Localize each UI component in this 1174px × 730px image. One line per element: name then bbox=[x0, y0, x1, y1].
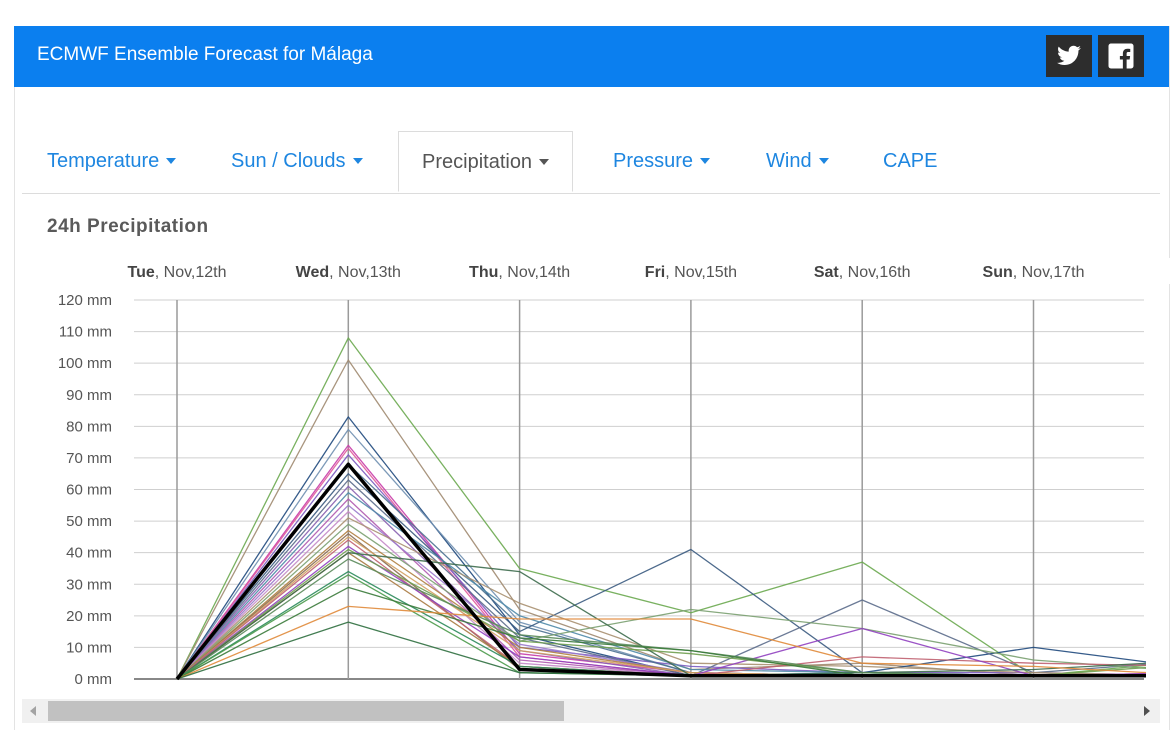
forecast-panel bbox=[14, 26, 1170, 730]
tab-precipitation[interactable]: Precipitation bbox=[398, 131, 574, 192]
y-tick-label: 120 mm bbox=[58, 292, 112, 309]
x-tick-label: Fri, Nov,15th bbox=[645, 264, 737, 281]
y-tick-label: 50 mm bbox=[66, 513, 112, 530]
chevron-down-icon bbox=[700, 157, 711, 164]
y-tick-label: 100 mm bbox=[58, 355, 112, 372]
horizontal-scrollbar[interactable] bbox=[22, 699, 1160, 723]
series-line bbox=[176, 444, 1146, 680]
facebook-icon bbox=[1108, 43, 1134, 69]
y-tick-label: 60 mm bbox=[66, 482, 112, 499]
tab-sun-clouds[interactable]: Sun / Clouds bbox=[231, 131, 363, 192]
chevron-down-icon bbox=[166, 157, 177, 164]
chart-title: 24h Precipitation bbox=[47, 216, 209, 237]
y-tick-label: 40 mm bbox=[66, 545, 112, 562]
twitter-icon bbox=[1057, 45, 1081, 65]
series-line bbox=[176, 454, 1146, 680]
y-tick-label: 110 mm bbox=[59, 324, 112, 341]
scroll-right-icon[interactable] bbox=[1144, 706, 1150, 716]
series-line bbox=[175, 462, 1146, 681]
tab-label: CAPE bbox=[883, 150, 938, 172]
series-line bbox=[176, 517, 1146, 680]
x-tick-label: Sat, Nov,16th bbox=[814, 264, 911, 281]
scroll-thumb[interactable] bbox=[48, 701, 564, 721]
y-tick-label: 20 mm bbox=[66, 608, 112, 625]
y-tick-label: 10 mm bbox=[66, 639, 112, 656]
y-tick-label: 70 mm bbox=[66, 450, 112, 467]
label-fade-right bbox=[1156, 258, 1174, 284]
tab-label: Pressure bbox=[613, 150, 694, 172]
chevron-down-icon bbox=[539, 158, 550, 165]
label-fade-left bbox=[100, 258, 126, 284]
chevron-down-icon bbox=[352, 157, 363, 164]
x-tick-label: Sun, Nov,17th bbox=[983, 264, 1085, 281]
x-tick-label: Wed, Nov,13th bbox=[296, 264, 401, 281]
tab-wind[interactable]: Wind bbox=[766, 131, 829, 192]
series-line bbox=[176, 359, 1146, 680]
tab-temperature[interactable]: Temperature bbox=[47, 131, 177, 192]
y-tick-label: 30 mm bbox=[66, 576, 112, 593]
series-line bbox=[176, 523, 1146, 680]
series-line bbox=[176, 416, 1146, 680]
twitter-button[interactable] bbox=[1046, 35, 1092, 77]
series-line bbox=[176, 605, 1146, 680]
tab-bar: Temperature Sun / Clouds Precipitation P… bbox=[22, 131, 1160, 194]
series-line bbox=[176, 337, 1146, 680]
chevron-down-icon bbox=[818, 157, 829, 164]
x-tick-label: Thu, Nov,14th bbox=[469, 264, 570, 281]
header-bar: ECMWF Ensemble Forecast for Málaga bbox=[14, 26, 1169, 87]
facebook-button[interactable] bbox=[1098, 35, 1144, 77]
tab-label: Sun / Clouds bbox=[231, 150, 346, 172]
x-tick-label: Tue, Nov,12th bbox=[127, 264, 226, 281]
tab-label: Precipitation bbox=[422, 151, 533, 173]
y-tick-label: 0 mm bbox=[75, 671, 113, 688]
page-title: ECMWF Ensemble Forecast for Málaga bbox=[37, 44, 373, 65]
tab-pressure[interactable]: Pressure bbox=[613, 131, 711, 192]
tab-label: Temperature bbox=[47, 150, 160, 172]
scroll-left-icon[interactable] bbox=[30, 706, 36, 716]
y-tick-label: 80 mm bbox=[66, 418, 112, 435]
y-tick-label: 90 mm bbox=[66, 387, 112, 404]
series-line bbox=[176, 463, 1146, 680]
tab-cape[interactable]: CAPE bbox=[883, 131, 937, 192]
series-line bbox=[176, 510, 1146, 680]
tab-label: Wind bbox=[766, 150, 812, 172]
